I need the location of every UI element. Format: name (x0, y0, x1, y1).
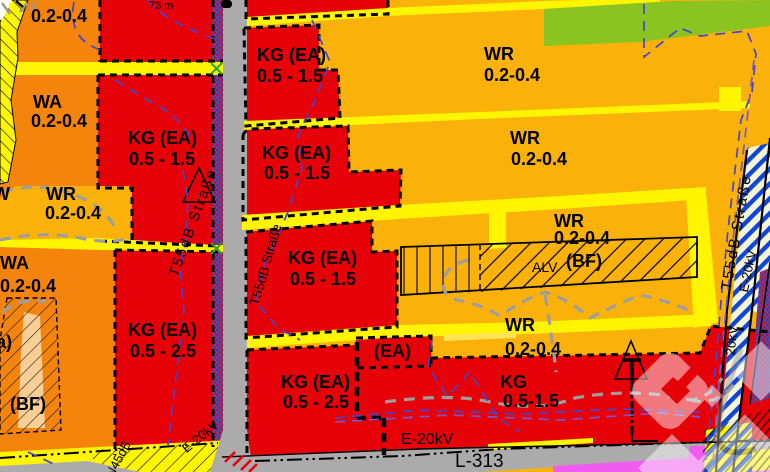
svg-text:0.2-0.4: 0.2-0.4 (511, 149, 567, 169)
svg-text:WA: WA (0, 253, 29, 273)
svg-text:KG (EA): KG (EA) (128, 320, 197, 340)
svg-text:ALV: ALV (532, 259, 558, 275)
svg-text:a): a) (0, 332, 12, 352)
svg-text:0.2-0.4: 0.2-0.4 (554, 228, 610, 248)
svg-text:0.2-0.4: 0.2-0.4 (0, 276, 56, 296)
svg-text:W: W (0, 184, 10, 204)
svg-text:0.2-0.4: 0.2-0.4 (505, 339, 561, 359)
svg-text:0.2-0.4: 0.2-0.4 (45, 203, 101, 223)
svg-text:WR: WR (554, 211, 584, 231)
svg-text:0.5 - 1.5: 0.5 - 1.5 (264, 163, 330, 183)
svg-text:WR: WR (46, 184, 76, 204)
svg-text:0.5-1.5: 0.5-1.5 (503, 391, 559, 411)
svg-text:0.5 - 2.5: 0.5 - 2.5 (130, 341, 196, 361)
svg-text:L-313: L-313 (455, 451, 504, 472)
svg-text:20kV: 20kV (722, 325, 741, 357)
svg-text:KG (EA): KG (EA) (128, 128, 197, 148)
svg-text:0.2-0.4: 0.2-0.4 (484, 65, 540, 85)
svg-text:0.5 - 1.5: 0.5 - 1.5 (290, 269, 356, 289)
svg-text:WR: WR (510, 128, 540, 148)
svg-text:(BF): (BF) (566, 251, 602, 271)
svg-text:0.5 - 2.5: 0.5 - 2.5 (283, 392, 349, 412)
svg-text:KG (EA): KG (EA) (262, 143, 331, 163)
svg-text:WR: WR (505, 315, 535, 335)
svg-text:WA: WA (33, 92, 62, 112)
svg-text:KG (EA): KG (EA) (281, 372, 350, 392)
svg-text:KG (EA): KG (EA) (257, 45, 326, 65)
svg-text:KG (EA): KG (EA) (288, 248, 357, 268)
svg-text:0.5 - 1.5: 0.5 - 1.5 (129, 149, 195, 169)
svg-text:(BF): (BF) (10, 394, 46, 414)
svg-text:0.2-0.4: 0.2-0.4 (31, 6, 87, 26)
svg-text:0.5 - 1.5: 0.5 - 1.5 (257, 66, 323, 86)
svg-text:E-20kV: E-20kV (401, 431, 454, 448)
svg-text:(EA): (EA) (374, 341, 411, 361)
svg-text:WR: WR (484, 44, 514, 64)
svg-text:KG: KG (500, 372, 527, 392)
svg-text:0.2-0.4: 0.2-0.4 (31, 111, 87, 131)
svg-text:73 m: 73 m (149, 0, 173, 12)
